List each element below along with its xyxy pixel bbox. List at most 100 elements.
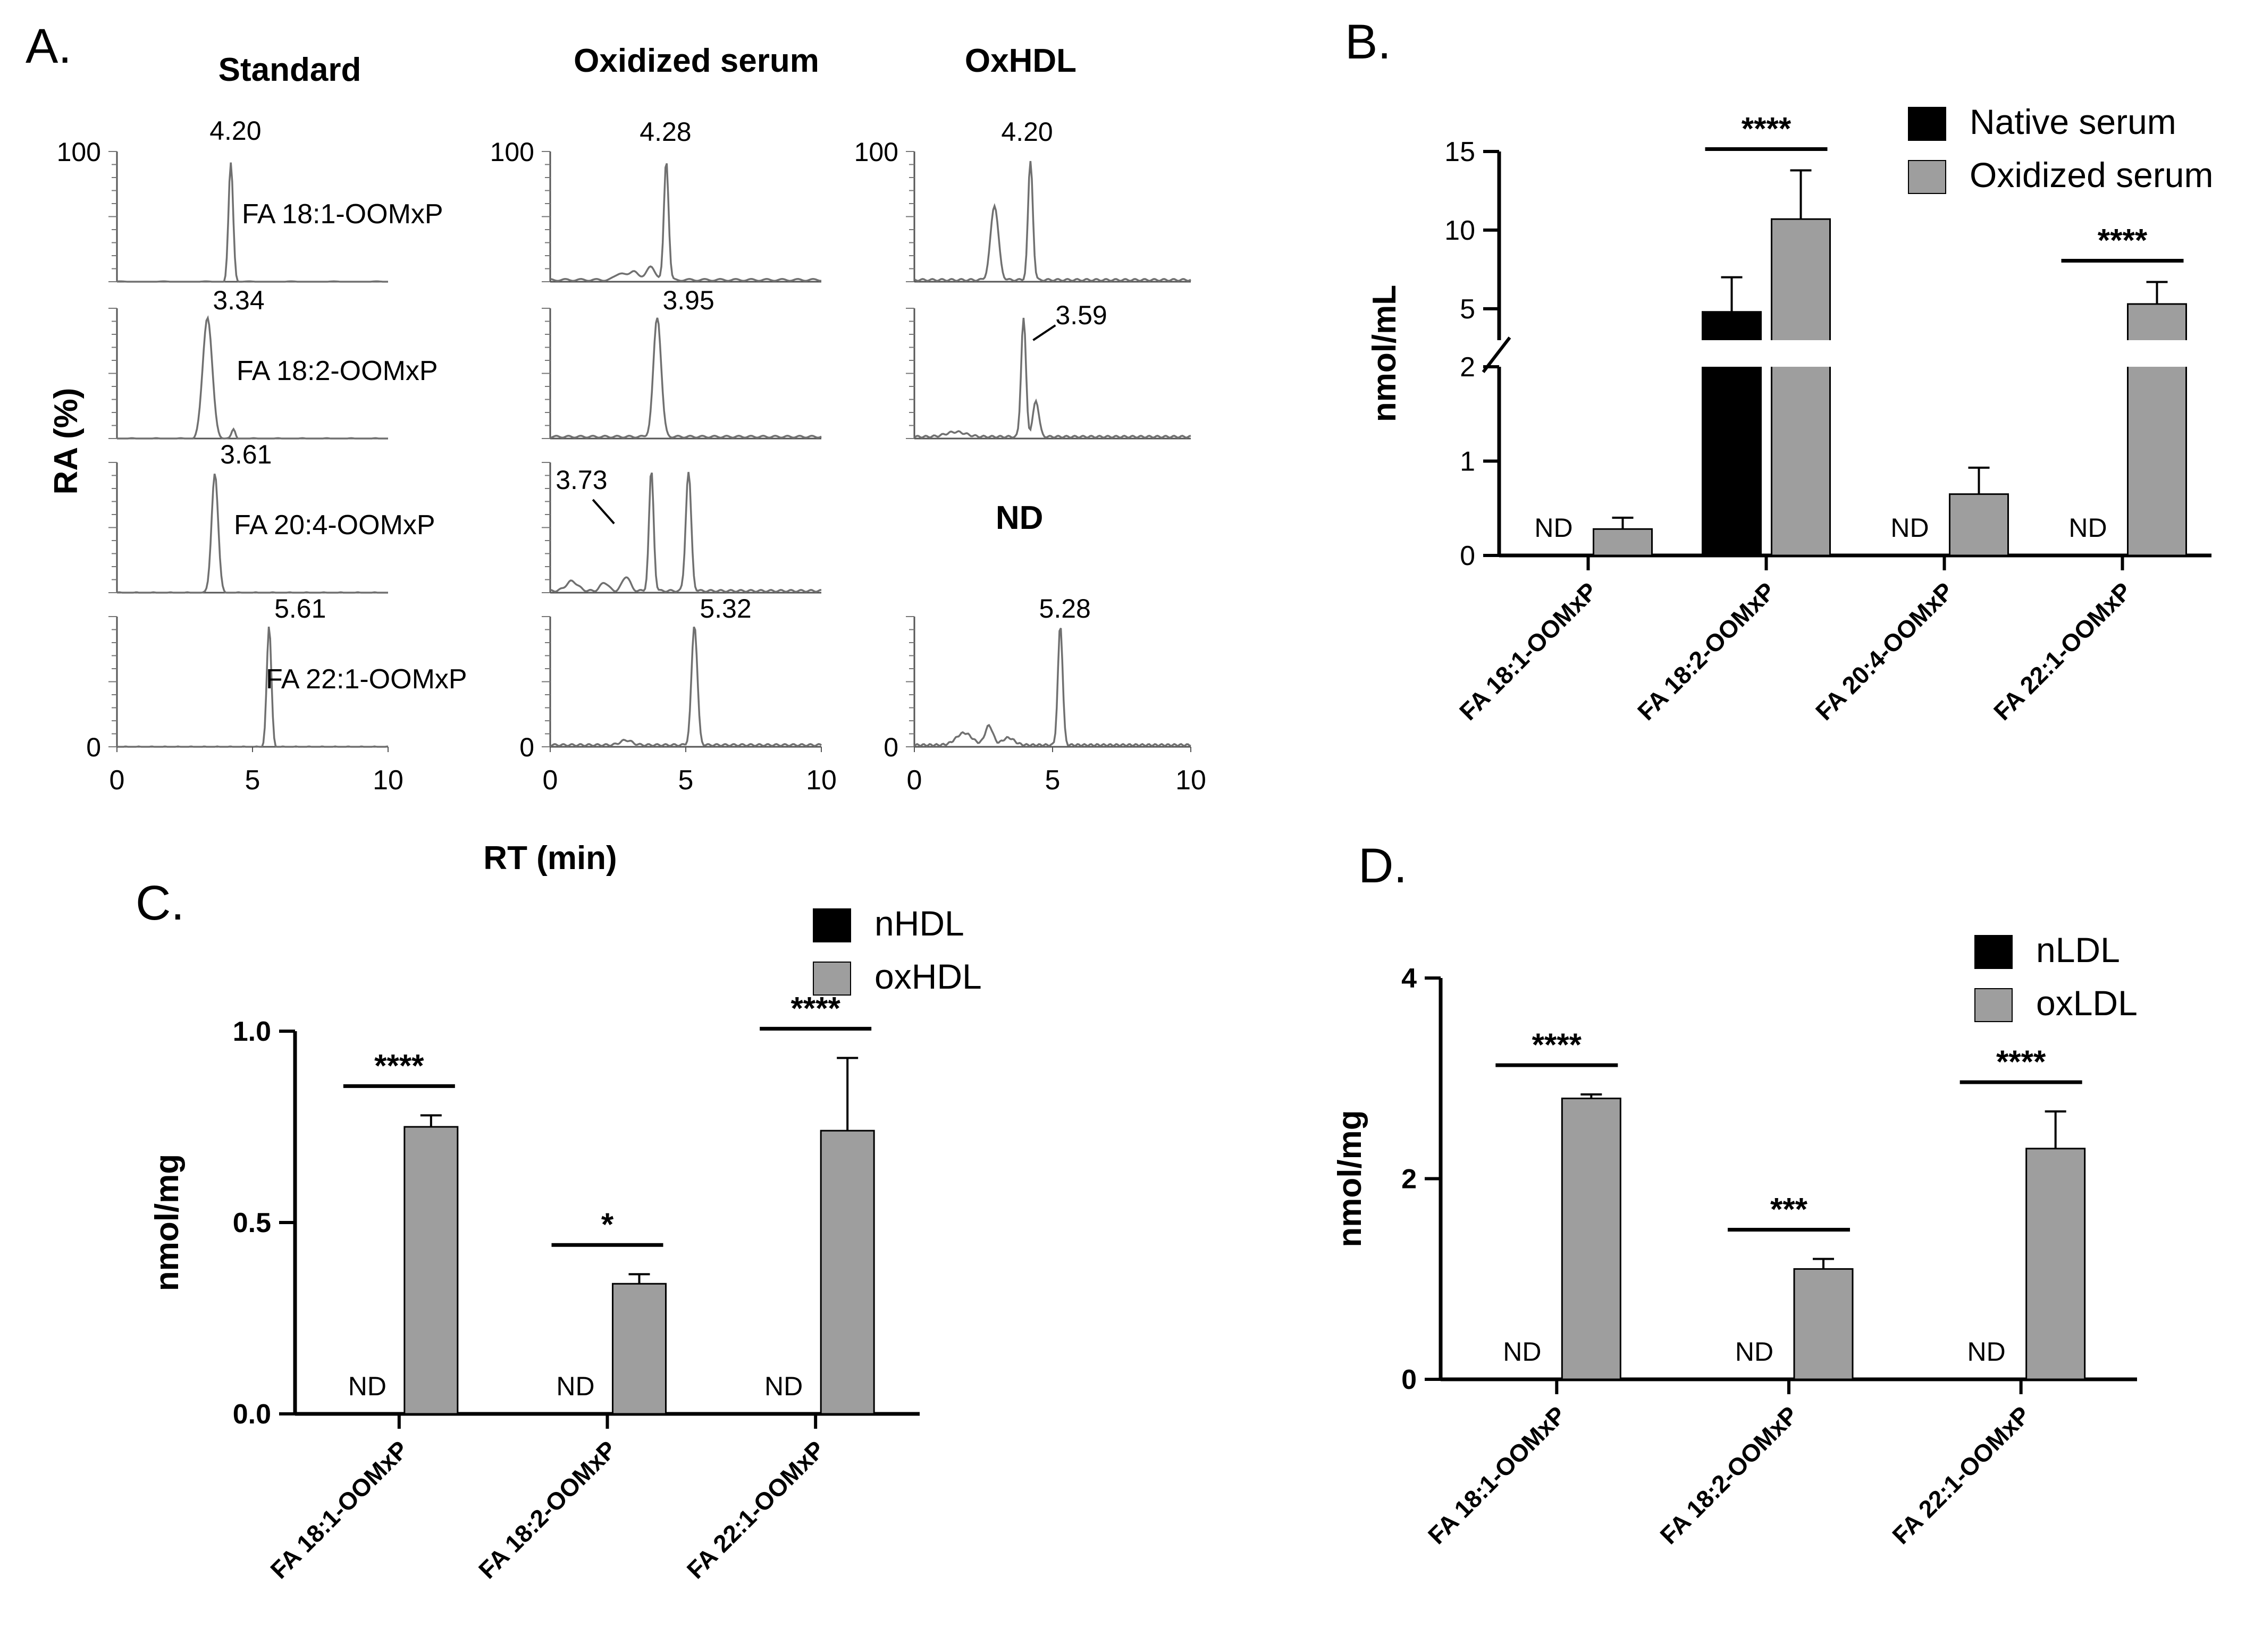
peak-rt-label: 3.34 bbox=[213, 285, 264, 315]
y-tick-label: 0.0 bbox=[233, 1399, 271, 1430]
legend-label: oxLDL bbox=[2036, 983, 2138, 1023]
legend-label: Native serum bbox=[1970, 102, 2176, 141]
peak-rt-label: 3.73 bbox=[556, 465, 607, 495]
x-tick-label: 10 bbox=[1175, 765, 1206, 796]
chromatogram-trace bbox=[550, 471, 822, 593]
analyte-label: FA 20:4-OOMxP bbox=[234, 510, 435, 541]
legend-swatch bbox=[1974, 988, 2013, 1022]
y-tick-label: 1 bbox=[1460, 446, 1475, 477]
x-tick-label: 5 bbox=[245, 765, 260, 796]
bar-oxidized-serum bbox=[1771, 218, 1831, 557]
chromatogram-column-title: Oxidized serum bbox=[574, 43, 819, 79]
peak-rt-label: 5.61 bbox=[274, 594, 326, 623]
bar-oxidized-serum bbox=[1593, 528, 1653, 557]
panel-label-a: A. bbox=[26, 19, 72, 73]
x-tick-label: 5 bbox=[678, 765, 694, 796]
chromatogram-column-title: OxHDL bbox=[965, 43, 1076, 79]
y-tick-label: 0 bbox=[1460, 541, 1475, 571]
panel-a: A. Standard 4.20 FA 18:1-OOMxP 3.34 FA 18:2-O… bbox=[26, 19, 1206, 876]
chromatogram-trace bbox=[550, 317, 822, 439]
significance-stars: *** bbox=[1770, 1192, 1808, 1227]
category-label: FA 18:1-OOMxP bbox=[1454, 577, 1603, 726]
legend-swatch bbox=[813, 908, 851, 942]
category-label: FA 18:2-OOMxP bbox=[1654, 1401, 1803, 1549]
y-axis-label: nmol/mg bbox=[149, 1154, 186, 1291]
y-tick-label: 2 bbox=[1460, 352, 1475, 383]
bar-oxidized-serum bbox=[1949, 493, 2009, 557]
y-tick-label: 100 bbox=[854, 137, 898, 167]
legend-swatch bbox=[1974, 935, 2013, 969]
legend-swatch bbox=[1908, 160, 1946, 194]
analyte-label: FA 18:2-OOMxP bbox=[237, 356, 438, 386]
nd-label: ND bbox=[556, 1371, 594, 1401]
significance-stars: **** bbox=[790, 990, 840, 1026]
x-tick-label: 10 bbox=[806, 765, 837, 796]
peak-rt-label: 4.28 bbox=[640, 117, 691, 147]
chromatogram-trace bbox=[914, 317, 1191, 439]
chromatogram-trace bbox=[116, 473, 388, 594]
peak-rt-label: 4.20 bbox=[1001, 117, 1053, 147]
nd-label: ND bbox=[1967, 1337, 2006, 1367]
y-axis-label: RA (%) bbox=[48, 388, 85, 495]
x-tick-label: 0 bbox=[907, 765, 922, 796]
panel-d: D. ND **** FA 18:1-OOMxP ND *** FA 18:2-OOMxP N… bbox=[1332, 839, 2138, 1549]
bar-oxldl bbox=[1793, 1268, 1854, 1380]
y-tick-label: 5 bbox=[1460, 294, 1475, 325]
nd-label: ND bbox=[1735, 1337, 1773, 1367]
significance-stars: **** bbox=[374, 1048, 424, 1083]
peak-arrow bbox=[1032, 324, 1056, 341]
axis-break-mask bbox=[1478, 340, 2222, 367]
y-tick-label: 0 bbox=[86, 732, 101, 762]
panel-c: C. ND **** FA 18:1-OOMxP ND * FA 18:2-OOMxP ND *… bbox=[136, 876, 982, 1584]
y-tick-label: 1.0 bbox=[233, 1016, 271, 1047]
x-axis-label: RT (min) bbox=[483, 840, 617, 876]
peak-rt-label: 5.28 bbox=[1039, 594, 1091, 623]
peak-arrow bbox=[592, 499, 615, 525]
nd-label: ND bbox=[348, 1371, 386, 1401]
panel-label-c: C. bbox=[136, 876, 184, 930]
y-tick-label: 0 bbox=[1401, 1364, 1417, 1395]
legend-label: nLDL bbox=[2036, 930, 2120, 970]
category-label: FA 18:2-OOMxP bbox=[1632, 577, 1781, 726]
legend-label: Oxidized serum bbox=[1970, 155, 2214, 195]
chromatogram-trace bbox=[116, 162, 388, 283]
peak-rt-label: 3.95 bbox=[662, 285, 714, 315]
not-detected-label: ND bbox=[996, 500, 1044, 536]
panel-b: B. ND FA 18:1-OOMxP **** FA 18:2-OOMxP ND FA 2… bbox=[1345, 15, 2222, 726]
chromatogram-trace bbox=[550, 626, 822, 747]
y-tick-label: 100 bbox=[490, 137, 534, 167]
category-label: FA 20:4-OOMxP bbox=[1810, 577, 1959, 726]
nd-label: ND bbox=[1503, 1337, 1541, 1367]
bar-oxldl bbox=[1561, 1098, 1621, 1380]
legend-label: nHDL bbox=[874, 904, 964, 943]
analyte-label: FA 18:1-OOMxP bbox=[242, 199, 443, 230]
category-label: FA 22:1-OOMxP bbox=[1887, 1401, 2036, 1549]
y-tick-label: 0 bbox=[884, 732, 898, 762]
bar-oxhdl bbox=[612, 1283, 667, 1415]
panel-label-b: B. bbox=[1345, 15, 1391, 69]
peak-rt-label: 3.61 bbox=[220, 440, 272, 469]
bar-oxhdl bbox=[820, 1130, 875, 1415]
significance-stars: **** bbox=[1742, 111, 1792, 147]
peak-rt-label: 5.32 bbox=[700, 594, 751, 623]
y-tick-label: 2 bbox=[1401, 1164, 1417, 1195]
y-tick-label: 0 bbox=[519, 732, 534, 762]
peak-rt-label: 4.20 bbox=[209, 116, 261, 146]
category-label: FA 22:1-OOMxP bbox=[1988, 577, 2137, 726]
bar-oxldl bbox=[2025, 1148, 2086, 1380]
nd-label: ND bbox=[1890, 513, 1929, 543]
y-axis-label: nmol/mg bbox=[1332, 1110, 1368, 1247]
category-label: FA 18:1-OOMxP bbox=[265, 1435, 414, 1584]
x-tick-label: 0 bbox=[543, 765, 558, 796]
chromatogram-trace bbox=[914, 161, 1191, 282]
x-tick-label: 10 bbox=[373, 765, 403, 796]
legend-swatch bbox=[813, 962, 851, 996]
peak-rt-label: 3.59 bbox=[1055, 300, 1107, 330]
nd-label: ND bbox=[764, 1371, 803, 1401]
chromatogram-trace bbox=[550, 163, 822, 282]
significance-stars: * bbox=[601, 1207, 614, 1242]
y-axis-label: nmol/mL bbox=[1366, 285, 1403, 422]
y-tick-label: 10 bbox=[1444, 215, 1475, 246]
chromatogram-trace bbox=[913, 628, 1191, 747]
